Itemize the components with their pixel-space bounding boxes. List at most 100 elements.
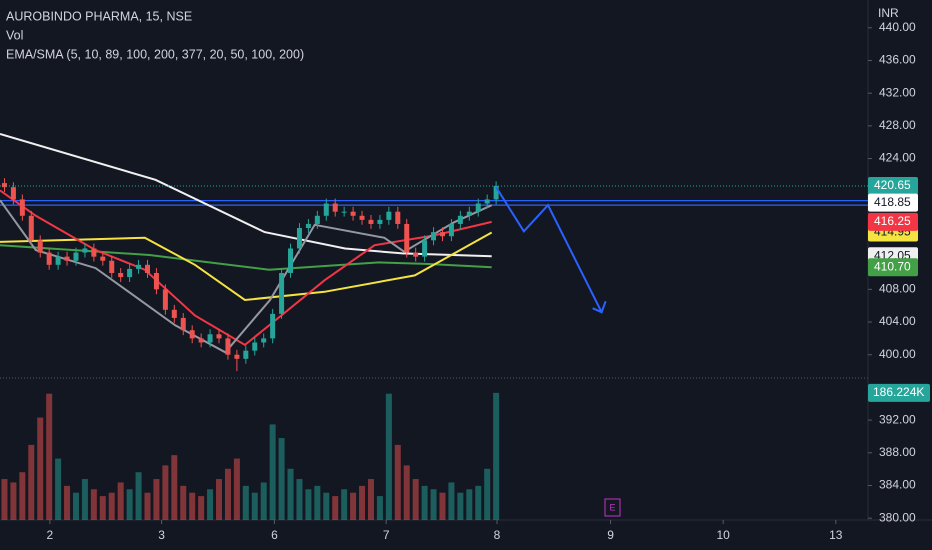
volume-bar <box>466 489 473 520</box>
candle-body <box>234 354 240 359</box>
x-tick-label: 2 <box>47 528 54 542</box>
last-price-label-bg <box>868 176 918 195</box>
moving-average <box>0 244 492 271</box>
chart-title: AUROBINDO PHARMA, 15, NSE <box>6 9 192 23</box>
candle-body <box>136 264 142 269</box>
volume-bar <box>135 472 142 520</box>
moving-average <box>0 189 492 347</box>
volume-bar <box>475 485 482 520</box>
volume-bar <box>314 485 321 520</box>
candle-body <box>171 309 177 318</box>
volume-bar <box>412 479 419 520</box>
volume-bar <box>287 468 294 520</box>
volume-bar <box>305 489 312 520</box>
candle-body <box>341 211 347 213</box>
volume-bar <box>189 492 196 520</box>
y-tick-label: 404.00 <box>879 314 916 328</box>
volume-bar <box>37 417 44 520</box>
candle-body <box>305 223 311 229</box>
volume-bar <box>144 492 151 520</box>
candle-body <box>162 289 168 310</box>
last-price-label: 420.65 <box>874 178 911 192</box>
candle-body <box>55 256 61 265</box>
candle-body <box>368 219 374 224</box>
volume-bar <box>421 485 428 520</box>
volume-bar <box>162 465 169 520</box>
candle-body <box>404 223 410 253</box>
icon-glyph[interactable]: E <box>609 502 615 512</box>
candle-body <box>144 264 150 273</box>
candle-body <box>216 334 222 339</box>
volume-bar <box>323 492 330 520</box>
candle-body <box>493 185 499 200</box>
candle-body <box>189 330 195 339</box>
y-tick-label: 380.00 <box>879 510 916 524</box>
candle-body <box>332 203 338 212</box>
candle-body <box>466 211 472 216</box>
volume-bar <box>260 482 267 520</box>
hline-label: 418.85 <box>874 195 911 209</box>
candle-body <box>64 256 70 261</box>
candle-body <box>91 248 97 257</box>
candle-body <box>153 272 159 290</box>
volume-bar <box>296 479 303 520</box>
x-tick-label: 13 <box>829 528 843 542</box>
volume-bar <box>180 485 187 520</box>
volume-bar <box>269 424 276 520</box>
icon[interactable] <box>604 498 621 517</box>
ma-label: 410.70 <box>874 259 911 273</box>
candle-body <box>198 338 204 343</box>
volume-bar <box>216 479 223 520</box>
volume-bar <box>64 485 71 520</box>
candle-body <box>100 256 106 261</box>
candle-body <box>279 272 285 314</box>
volume-bar <box>341 489 348 520</box>
y-tick-label: 408.00 <box>879 282 916 296</box>
volume-bar <box>376 496 383 520</box>
volume-bar <box>493 392 500 520</box>
x-tick-label: 9 <box>607 528 614 542</box>
volume-bar <box>278 438 285 520</box>
candle-body <box>359 215 365 220</box>
candle-body <box>28 215 34 241</box>
candle-body <box>46 252 52 265</box>
x-tick-label: 8 <box>494 528 501 542</box>
arrow-head <box>592 300 607 314</box>
volume-bar <box>439 492 446 520</box>
candle-body <box>225 338 231 355</box>
y-tick-label: 428.00 <box>879 118 916 132</box>
volume-bar <box>394 444 401 520</box>
volume-bar <box>448 482 455 520</box>
candle-body <box>457 215 463 224</box>
y-tick-label: 432.00 <box>879 85 916 99</box>
ma-label: 416.25 <box>874 214 911 228</box>
ma-label-bg <box>868 212 918 231</box>
candle-body <box>395 211 401 224</box>
volume-bar <box>46 393 53 520</box>
volume-bar <box>108 492 115 520</box>
x-tick-label: 10 <box>717 528 731 542</box>
volume-bar <box>233 458 240 520</box>
candle-body <box>109 260 115 273</box>
volume-bar <box>10 482 17 520</box>
candle-body <box>350 211 356 216</box>
y-tick-label: 440.00 <box>879 20 916 34</box>
volume-bar <box>72 492 79 520</box>
y-tick-label: 400.00 <box>879 347 916 361</box>
volume-bar <box>81 479 88 520</box>
volume-title: Vol <box>6 28 23 42</box>
candle-body <box>377 219 383 224</box>
candle-body <box>439 232 445 237</box>
candle-body <box>207 334 213 343</box>
candle-body <box>180 317 186 331</box>
volume-bar <box>1 479 8 520</box>
candle-body <box>314 215 320 224</box>
drawing <box>495 186 603 313</box>
candle-body <box>127 268 133 278</box>
volume-bar <box>19 472 26 520</box>
legend: AUROBINDO PHARMA, 15, NSE Vol EMA/SMA (5… <box>6 9 304 61</box>
y-tick-label: 388.00 <box>879 445 916 459</box>
hline-label-bg <box>868 193 918 212</box>
